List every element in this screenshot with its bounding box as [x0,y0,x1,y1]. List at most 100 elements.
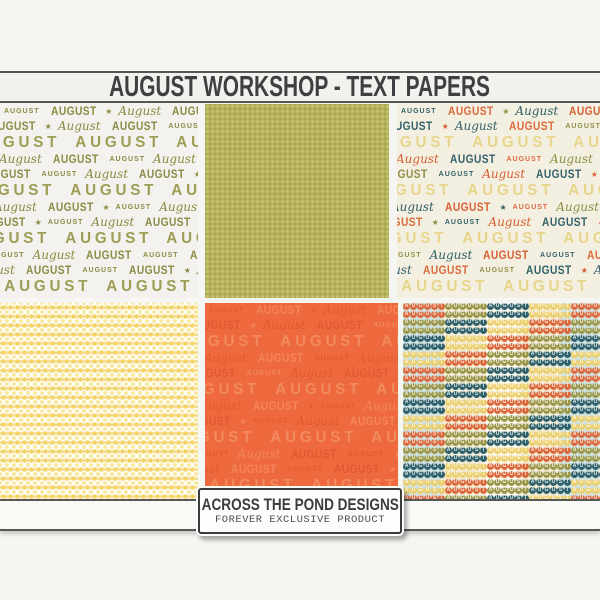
pattern-letter-circle: U [508,439,515,446]
pattern-letter-circle: T [522,479,529,486]
pattern-letter-circle: U [508,359,515,366]
pattern-letter-circle: U [536,455,543,462]
pattern-letter-circle: A [571,423,578,430]
pattern-letter-circle: G [459,367,466,374]
pattern-letter-circle: S [557,383,564,390]
pattern-letter-circle: U [424,383,431,390]
pattern-letter-circle: A [445,343,452,350]
pattern-letter-circle: T [522,471,529,478]
pattern-word: AUGUST [111,119,158,134]
pattern-letter-circle: G [501,391,508,398]
pattern-word: AUGUST [145,215,191,230]
pattern-letter-circle: U [424,471,431,478]
pattern-letter-circle: U [466,335,473,342]
pattern-letter-circle: A [445,455,452,462]
pattern-letter-circle: U [466,471,473,478]
pattern-word: August [515,104,559,119]
pattern-letter-circle: U [508,335,515,342]
pattern-letter-circle: T [480,431,487,438]
pattern-letter-circle: G [585,399,592,406]
pattern-letter-circle: T [522,327,529,334]
pattern-letter-circle: T [438,367,445,374]
pattern-letter-circle: G [585,311,592,318]
pattern-letter-circle: S [515,391,522,398]
pattern-letter-circle: U [550,319,557,326]
pattern-text-row: AUGUSTAUGUSTAUGUSTAUGUSTAUGUSTAUGUSTAUGU… [397,182,600,200]
pattern-letter-circle: A [403,447,410,454]
pattern-letter-circle: S [557,327,564,334]
pattern-word: August [429,248,473,263]
pattern-letter-circle: G [543,407,550,414]
pattern-letter-circle: S [473,495,480,499]
pattern-letter-circle: A [487,375,494,382]
pattern-letter-circle: S [557,367,564,374]
pattern-letter-circle: U [452,487,459,494]
pattern-letter-circle: A [571,383,578,390]
pattern-letter-circle: U [466,319,473,326]
pattern-letter-circle: T [480,407,487,414]
pattern-word: AUGUST [422,263,469,278]
pattern-circle-row: AUGUSTAUGUSTAUGUSTAUGUSTAUGUST [403,311,600,319]
pattern-word: August [290,366,334,381]
pattern-letter-circle: U [550,367,557,374]
pattern-letter-circle: U [550,303,557,310]
pattern-letter-circle: U [466,495,473,499]
pattern-letter-circle: T [564,431,571,438]
pattern-letter-circle: U [494,447,501,454]
pattern-letter-circle: G [543,495,550,499]
pattern-letter-circle: T [438,415,445,422]
pattern-letter-circle: S [473,463,480,470]
pattern-letter-circle: A [487,415,494,422]
pattern-letter-circle: S [557,311,564,318]
banner-top-rule [0,71,600,73]
pattern-letter-circle: A [487,479,494,486]
pattern-letter-circle: G [501,367,508,374]
pattern-letter-circle: G [585,439,592,446]
pattern-letter-circle: T [438,495,445,499]
pattern-word: August [98,296,141,298]
pattern-letter-circle: G [417,423,424,430]
pattern-letter-circle: U [550,327,557,334]
pattern-letter-circle: S [473,391,480,398]
pattern-letter-circle: S [557,423,564,430]
pattern-letter-circle: U [536,383,543,390]
pattern-letter-circle: S [515,431,522,438]
pattern-letter-circle: S [431,399,438,406]
pattern-letter-circle: U [452,431,459,438]
pattern-letter-circle: U [466,343,473,350]
pattern-letter-circle: U [536,319,543,326]
pattern-letter-circle: U [550,383,557,390]
pattern-letter-circle: T [438,463,445,470]
pattern-word: AUGUST [536,167,582,182]
pattern-letter-circle: U [466,391,473,398]
pattern-word: August [495,296,538,298]
pattern-word: AUGUST [395,447,398,462]
pattern-letter-circle: G [543,343,550,350]
pattern-letter-circle: G [543,351,550,358]
pattern-letter-circle: T [564,455,571,462]
pattern-word: AUGUST [291,447,338,462]
pattern-letter-circle: U [410,343,417,350]
pattern-letter-circle: U [550,375,557,382]
pattern-circle-row: AUGUSTAUGUSTAUGUSTAUGUSTAUGUST [403,447,600,455]
pattern-letter-circle: U [592,327,599,334]
pattern-word: AUGUST [444,219,481,227]
pattern-letter-circle: A [403,423,410,430]
pattern-letter-circle: S [557,439,564,446]
pattern-letter-circle: T [522,495,529,499]
pattern-letter-circle: G [543,327,550,334]
pattern-letter-circle: S [473,471,480,478]
pattern-word: AUGUST [0,252,25,260]
pattern-word: AUGUST [320,403,357,411]
pattern-letter-circle: S [473,455,480,462]
pattern-letter-circle: U [536,335,543,342]
pattern-letter-circle: G [501,327,508,334]
pattern-letter-circle: S [473,415,480,422]
pattern-word: ★ [85,296,92,298]
pattern-letter-circle: A [529,471,536,478]
pattern-letter-circle: G [459,439,466,446]
pattern-letter-circle: T [480,487,487,494]
pattern-letter-circle: A [487,335,494,342]
pattern-word: August [91,215,135,230]
pattern-letter-circle: U [452,359,459,366]
